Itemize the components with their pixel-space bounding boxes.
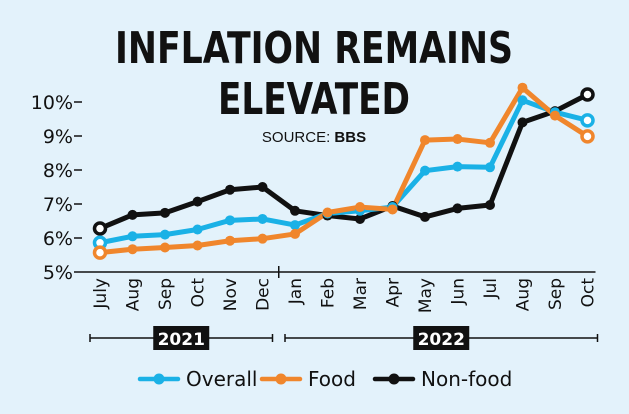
data-point-food bbox=[517, 82, 528, 93]
legend-swatch-dot-food bbox=[275, 373, 287, 385]
chart-title-line-1: INFLATION REMAINS bbox=[115, 23, 513, 74]
data-point-food bbox=[387, 204, 398, 215]
y-tick-label: 5% bbox=[43, 262, 73, 284]
data-point-non-food bbox=[192, 196, 203, 207]
data-point-food bbox=[550, 110, 560, 121]
data-point-non-food bbox=[225, 184, 235, 195]
legend-label-food: Food bbox=[308, 367, 356, 391]
legend-swatch-dot-overall bbox=[153, 373, 165, 385]
year-label-box bbox=[413, 326, 470, 350]
series-line-food bbox=[97, 85, 590, 256]
data-point-non-food bbox=[485, 200, 495, 211]
y-tick-label: 6% bbox=[43, 228, 73, 250]
series-line-non-food bbox=[97, 92, 590, 231]
year-brackets: 2021 2022 bbox=[89, 326, 599, 350]
x-tick-label: Feb bbox=[319, 278, 339, 308]
data-point-non-food bbox=[355, 213, 365, 224]
y-tick-label: 10% bbox=[31, 92, 73, 114]
x-tick-label: Jul bbox=[481, 278, 501, 300]
year-label: 2022 bbox=[418, 330, 465, 350]
data-point-overall bbox=[290, 220, 300, 231]
x-tick-label: Jan bbox=[286, 278, 306, 305]
x-tick-label: May bbox=[416, 278, 436, 313]
data-point-non-food bbox=[127, 209, 138, 220]
legend-label-non-food: Non-food bbox=[421, 367, 512, 391]
chart-series-markers bbox=[92, 82, 595, 260]
x-tick-label: Apr bbox=[384, 278, 404, 307]
chart-source: SOURCE: BBS bbox=[262, 129, 366, 146]
data-point-food bbox=[225, 235, 235, 246]
data-point-non-food bbox=[290, 205, 300, 216]
data-point-non-food bbox=[517, 117, 528, 128]
data-point-food bbox=[160, 242, 170, 253]
data-point-overall bbox=[420, 165, 430, 176]
source-label: SOURCE: bbox=[262, 129, 335, 146]
data-point-overall bbox=[192, 224, 203, 235]
x-tick-label: Oct bbox=[579, 278, 599, 308]
x-tick-label: Sep bbox=[156, 278, 176, 310]
y-tick-label: 9% bbox=[43, 126, 73, 148]
data-point-food bbox=[485, 137, 495, 148]
data-point-non-food bbox=[452, 203, 463, 214]
data-point-food bbox=[290, 228, 300, 239]
data-point-non-food bbox=[257, 182, 268, 192]
x-tick-label: Aug bbox=[514, 278, 534, 311]
data-point-overall bbox=[517, 95, 528, 106]
data-point-overall bbox=[127, 231, 138, 242]
x-tick-label: Jun bbox=[449, 278, 469, 306]
y-tick-label: 8% bbox=[43, 160, 73, 182]
data-point-non-food bbox=[580, 87, 595, 102]
x-tick-label: Sep bbox=[546, 278, 566, 310]
year-label: 2021 bbox=[158, 330, 205, 350]
y-tick-label: 7% bbox=[43, 194, 73, 216]
data-point-overall bbox=[485, 162, 495, 173]
x-tick-label: Aug bbox=[124, 278, 144, 311]
data-point-food bbox=[355, 202, 365, 213]
x-tick-label: July bbox=[91, 278, 111, 310]
chart-title-line-2: ELEVATED bbox=[218, 74, 410, 125]
x-tick-label: Dec bbox=[254, 278, 274, 311]
data-point-overall bbox=[452, 161, 463, 172]
data-point-food bbox=[420, 135, 430, 146]
x-tick-label: Mar bbox=[351, 278, 371, 310]
year-label-box bbox=[153, 326, 210, 350]
chart-series-lines bbox=[97, 85, 590, 256]
data-point-food bbox=[452, 134, 463, 145]
data-point-food bbox=[127, 244, 138, 255]
data-point-food bbox=[580, 129, 595, 144]
data-point-food bbox=[92, 245, 108, 260]
data-point-food bbox=[322, 207, 333, 218]
data-point-overall bbox=[225, 215, 235, 226]
data-point-non-food bbox=[92, 221, 108, 236]
legend-label-overall: Overall bbox=[186, 367, 257, 391]
chart-legend: Overall Food Non-food bbox=[137, 367, 512, 391]
data-point-non-food bbox=[160, 207, 170, 218]
legend-swatch-dot-non-food bbox=[388, 373, 400, 385]
x-tick-label: Nov bbox=[221, 278, 241, 311]
data-point-non-food bbox=[420, 211, 430, 222]
data-point-food bbox=[257, 233, 268, 244]
x-tick-label: Oct bbox=[189, 278, 209, 308]
data-point-overall bbox=[257, 213, 268, 224]
data-point-food bbox=[192, 240, 203, 251]
chart-axes: 5% 6% 7% 8% 9% 10% July Aug Sep Oct Nov Dec Jan Feb Ma… bbox=[31, 92, 599, 313]
data-point-overall bbox=[580, 113, 595, 128]
source-value: BBS bbox=[334, 129, 366, 146]
data-point-overall bbox=[160, 229, 170, 240]
